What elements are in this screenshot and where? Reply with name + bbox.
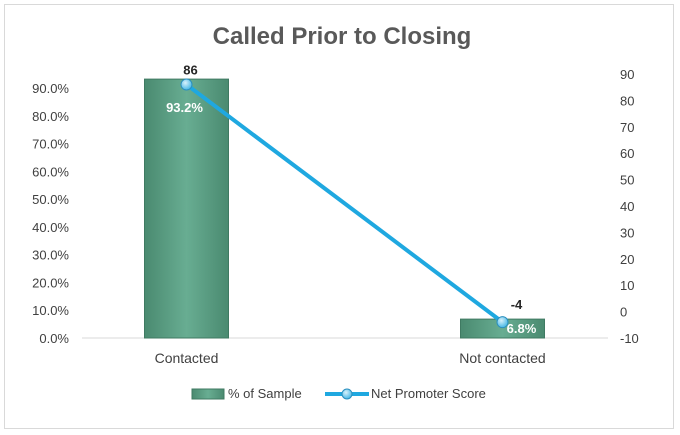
bar-data-label: 6.8%	[507, 321, 537, 336]
bar	[144, 78, 229, 339]
right-tick-label: 50	[620, 173, 634, 188]
line-point	[180, 78, 193, 91]
line-point	[496, 316, 509, 329]
category-label: Contacted	[155, 350, 219, 366]
left-tick-label: 70.0%	[32, 137, 69, 152]
category-axis: Contacted Not contacted	[155, 350, 546, 366]
legend-item-line: Net Promoter Score	[325, 386, 486, 401]
right-tick-label: 30	[620, 225, 634, 240]
right-tick-label: 70	[620, 120, 634, 135]
legend: % of Sample Net Promoter Score	[191, 386, 486, 401]
left-axis: 0.0% 10.0% 20.0% 30.0% 40.0% 50.0% 60.0% 70.0% 8…	[32, 81, 69, 346]
legend-line-label: Net Promoter Score	[371, 386, 486, 401]
legend-line-marker	[341, 388, 353, 400]
left-tick-label: 0.0%	[39, 331, 69, 346]
chart-frame	[4, 4, 674, 429]
right-tick-label: 10	[620, 278, 634, 293]
right-tick-label: 0	[620, 305, 627, 320]
right-tick-label: -10	[620, 331, 639, 346]
category-label: Not contacted	[459, 350, 545, 366]
series-line	[184, 82, 505, 325]
data-labels: 93.2% 6.8% 86 -4	[166, 63, 537, 337]
chart-title: Called Prior to Closing	[213, 23, 472, 50]
right-tick-label: 20	[620, 252, 634, 267]
right-tick-label: 90	[620, 67, 634, 82]
right-tick-label: 80	[620, 93, 634, 108]
left-tick-label: 50.0%	[32, 192, 69, 207]
legend-bar-label: % of Sample	[228, 386, 302, 401]
legend-item-bar: % of Sample	[191, 386, 302, 401]
right-tick-label: 40	[620, 199, 634, 214]
right-axis: -10 0 10 20 30 40 50 60 70 80 90	[620, 67, 639, 346]
line-series	[180, 78, 509, 329]
bar-series	[144, 78, 545, 339]
left-tick-label: 80.0%	[32, 109, 69, 124]
left-tick-label: 20.0%	[32, 275, 69, 290]
bar-data-label: 93.2%	[166, 100, 203, 115]
right-tick-label: 60	[620, 146, 634, 161]
left-tick-label: 40.0%	[32, 220, 69, 235]
left-tick-label: 30.0%	[32, 248, 69, 263]
line-data-label: -4	[511, 297, 523, 312]
left-tick-label: 60.0%	[32, 164, 69, 179]
legend-bar-swatch	[191, 388, 225, 400]
line-data-label: 86	[183, 63, 197, 78]
left-tick-label: 90.0%	[32, 81, 69, 96]
left-tick-label: 10.0%	[32, 303, 69, 318]
